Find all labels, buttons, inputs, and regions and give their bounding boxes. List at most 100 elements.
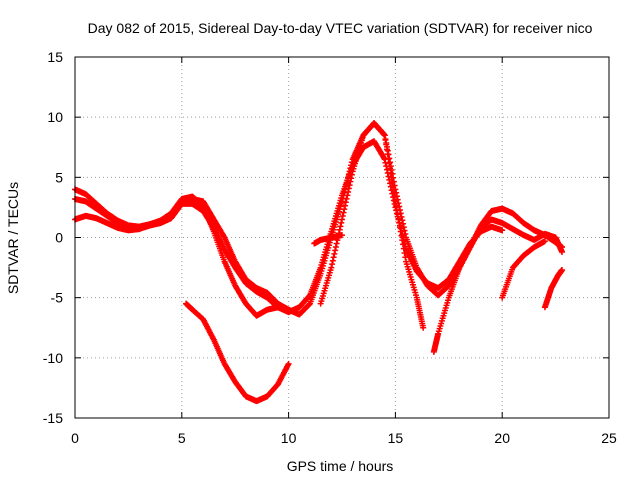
y-tick-label: 0: [55, 230, 63, 246]
data-point: [328, 264, 335, 271]
data-point: [342, 199, 349, 206]
data-point: [386, 160, 393, 167]
series-track-g: [183, 300, 292, 405]
data-point: [402, 254, 409, 261]
data-point: [401, 249, 408, 256]
y-tick-label: 15: [47, 49, 63, 65]
data-point: [342, 202, 349, 209]
data-point: [339, 213, 346, 220]
data-point: [384, 151, 391, 158]
x-tick-label: 15: [388, 430, 404, 446]
data-point: [341, 206, 348, 213]
data-point: [395, 215, 402, 222]
data-point: [345, 188, 352, 195]
data-point: [385, 173, 392, 180]
data-point: [337, 223, 344, 230]
data-point: [398, 213, 405, 220]
data-point: [332, 243, 339, 250]
data-point: [285, 306, 292, 313]
data-point: [391, 193, 398, 200]
x-axis-label: GPS time / hours: [287, 458, 394, 474]
y-tick-label: 5: [55, 169, 63, 185]
data-point: [541, 238, 548, 245]
data-point: [392, 198, 399, 205]
data-point: [381, 132, 388, 139]
data-point: [387, 165, 394, 172]
data-point: [348, 162, 355, 169]
data-point: [393, 202, 400, 209]
data-point: [389, 179, 396, 186]
data-point: [399, 237, 406, 244]
data-point: [331, 250, 338, 257]
data-point: [347, 178, 354, 185]
data-point: [385, 155, 392, 162]
data-point: [342, 186, 349, 193]
data-point: [396, 219, 403, 226]
data-point: [339, 232, 345, 239]
data-point: [344, 192, 351, 199]
series-track-i: [541, 266, 566, 311]
data-point: [384, 146, 391, 153]
data-point: [399, 217, 406, 224]
data-point: [343, 195, 350, 202]
data-point: [397, 228, 404, 235]
data-layer: [72, 120, 566, 405]
data-point: [400, 241, 407, 248]
y-tick-label: -5: [51, 290, 64, 306]
series-track-e: [430, 216, 566, 355]
data-point: [340, 209, 347, 216]
data-point: [398, 232, 405, 239]
data-point: [396, 224, 403, 231]
y-tick-label: 10: [47, 109, 63, 125]
x-tick-label: 10: [281, 430, 297, 446]
data-point: [382, 136, 389, 143]
data-point: [342, 183, 349, 190]
data-point: [348, 175, 355, 182]
grid: [75, 57, 609, 418]
data-point: [339, 216, 345, 223]
data-point: [336, 226, 343, 233]
data-point: [343, 180, 350, 187]
data-point: [348, 159, 355, 166]
data-point: [394, 211, 401, 218]
data-point: [345, 185, 352, 192]
data-point: [499, 227, 506, 234]
data-point: [344, 177, 351, 184]
series-track-f: [311, 232, 345, 247]
data-point: [400, 245, 407, 252]
data-point: [345, 174, 352, 181]
chart-title: Day 082 of 2015, Sidereal Day-to-day VTE…: [88, 20, 593, 36]
data-point: [380, 131, 387, 138]
series-track-d: [317, 120, 427, 331]
data-point: [329, 261, 336, 268]
data-point: [387, 170, 394, 177]
data-point: [400, 220, 407, 227]
data-point: [397, 210, 404, 217]
data-point: [393, 206, 400, 213]
data-point: [390, 188, 397, 195]
x-tick-label: 0: [71, 430, 79, 446]
data-point: [401, 227, 408, 234]
data-point: [330, 254, 337, 261]
data-point: [559, 266, 566, 273]
data-point: [383, 141, 390, 148]
series-track-c: [72, 186, 292, 319]
data-point: [396, 203, 403, 210]
data-point: [348, 171, 355, 178]
y-axis-label: SDTVAR / TECUs: [5, 182, 21, 294]
data-point: [346, 182, 353, 189]
data-point: [390, 184, 397, 191]
series-track-h: [499, 238, 548, 301]
data-point: [285, 360, 292, 367]
data-point: [329, 257, 336, 264]
data-point: [338, 219, 345, 226]
x-tick-label: 25: [601, 430, 617, 446]
y-tick-label: -15: [43, 410, 63, 426]
data-point: [402, 231, 409, 238]
x-tick-label: 5: [178, 430, 186, 446]
data-point: [339, 198, 345, 205]
data-point: [420, 324, 427, 331]
ticks: 0 5 10 15 20 25 15 10 5 0 -5 -10 -15: [43, 49, 617, 446]
data-point: [332, 247, 339, 254]
